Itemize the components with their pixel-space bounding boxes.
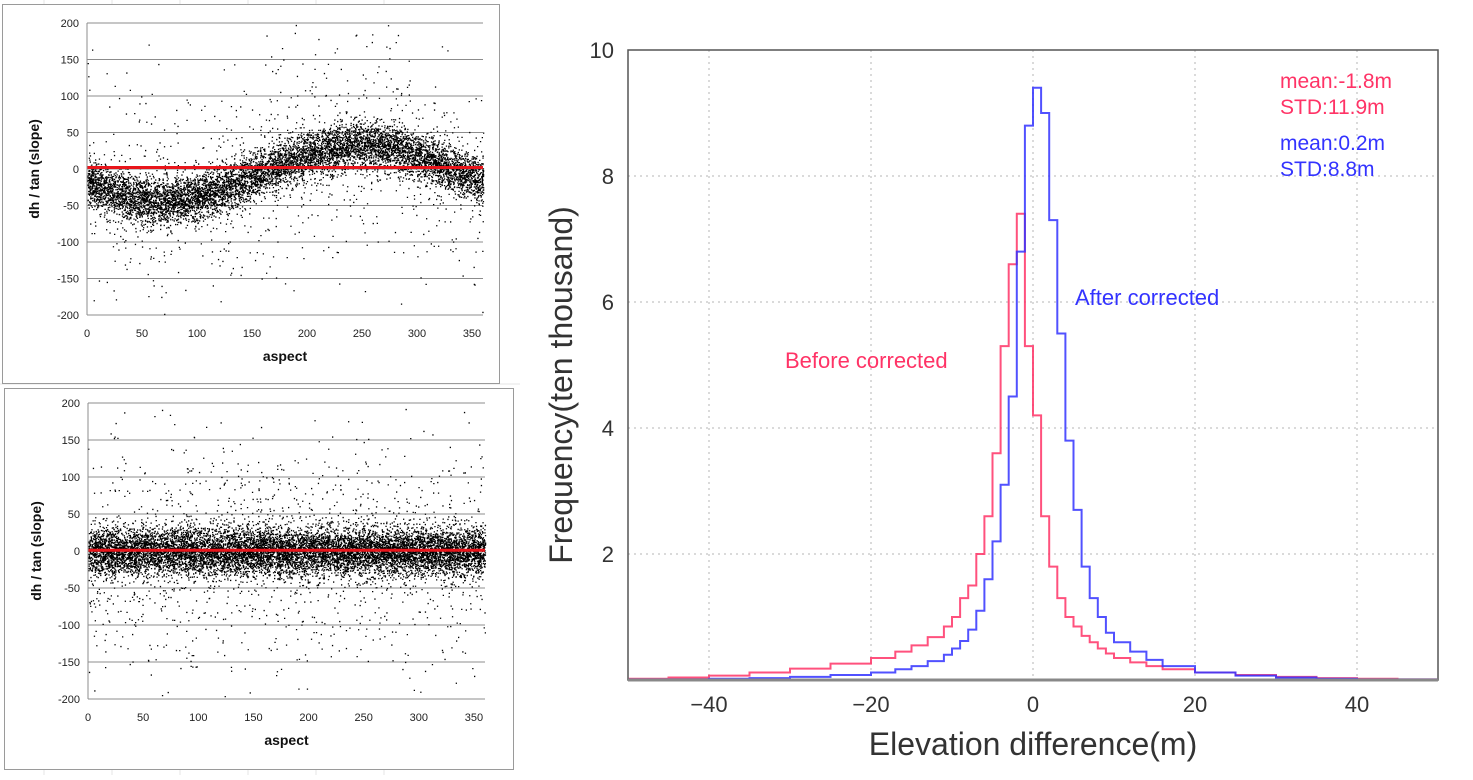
annotation-mean-before: mean:-1.8m	[1280, 70, 1392, 93]
y-tick-labels: 200 150 100 50 0 -50 -100 -150 -200	[57, 18, 79, 322]
x-tick-labels: 0 50 100 150 200 250 300 350	[84, 328, 481, 340]
y-tick-label: 10	[590, 38, 614, 63]
y-tick-label: 200	[62, 398, 80, 410]
x-tick-label: 50	[136, 328, 148, 340]
y-tick-label: 4	[602, 416, 614, 441]
x-tick-label: 350	[463, 328, 481, 340]
x-tick-label: 50	[137, 712, 149, 724]
x-axis-label: aspect	[263, 348, 308, 364]
y-tick-labels: 2 4 6 8 10	[590, 38, 614, 567]
y-tick-label: -100	[58, 620, 80, 632]
x-tick-label: 150	[243, 328, 261, 340]
x-tick-label: 20	[1183, 692, 1207, 717]
y-tick-label: 0	[73, 164, 79, 176]
x-tick-label: 200	[299, 712, 317, 724]
scatter-point-cloud	[87, 24, 485, 316]
x-tick-label: 100	[189, 712, 207, 724]
x-tick-label: 300	[408, 328, 426, 340]
scatter-point-cloud	[88, 408, 487, 698]
series-after-corrected	[628, 86, 1438, 681]
annotation-mean-after: mean:0.2m	[1280, 132, 1385, 155]
x-tick-label: 300	[410, 712, 428, 724]
y-tick-label: -150	[57, 274, 79, 286]
scatter-chart-after: 200 150 100 50 0 -50 -100 -150 -200 0 50 100 150 200…	[4, 388, 514, 770]
scatter-points	[88, 408, 487, 698]
y-tick-label: 50	[67, 128, 79, 140]
x-tick-label: 250	[355, 712, 373, 724]
y-tick-label: -50	[63, 201, 79, 213]
annotation-std-after: STD:8.8m	[1280, 158, 1375, 181]
y-tick-labels: 200 150 100 50 0 -50 -100 -150 -200	[58, 398, 80, 706]
x-tick-label: −40	[690, 692, 727, 717]
x-tick-label: 0	[85, 712, 91, 724]
y-tick-label: 6	[602, 290, 614, 315]
histogram-plot: 2 4 6 8 10 −40 −20 0 20 40 Elevation difference(…	[543, 38, 1439, 762]
y-tick-label: -200	[58, 694, 80, 706]
x-tick-label: 350	[465, 712, 483, 724]
y-tick-label: -150	[58, 657, 80, 669]
x-axis-label: Elevation difference(m)	[869, 726, 1197, 762]
y-tick-label: 150	[61, 55, 79, 67]
series-label-after: After corrected	[1075, 285, 1219, 310]
y-tick-label: 8	[602, 164, 614, 189]
x-tick-label: −20	[852, 692, 889, 717]
histogram-series	[628, 86, 1438, 681]
y-tick-label: 100	[62, 472, 80, 484]
x-tick-label: 100	[188, 328, 206, 340]
y-tick-label: 2	[602, 542, 614, 567]
histogram-chart: 2 4 6 8 10 −40 −20 0 20 40 Elevation difference(…	[530, 0, 1473, 775]
y-axis-label: dh / tan (slope)	[28, 501, 44, 601]
scatter-points	[87, 24, 485, 316]
x-tick-label: 0	[1027, 692, 1039, 717]
x-tick-labels: 0 50 100 150 200 250 300 350	[85, 712, 483, 724]
x-tick-label: 0	[84, 328, 90, 340]
x-tick-label: 150	[244, 712, 262, 724]
x-tick-label: 250	[353, 328, 371, 340]
series-before-corrected	[628, 212, 1438, 681]
x-tick-label: 200	[298, 328, 316, 340]
y-tick-label: 100	[61, 91, 79, 103]
y-tick-label: 200	[61, 18, 79, 30]
y-tick-label: 150	[62, 435, 80, 447]
y-tick-label: 50	[68, 509, 80, 521]
series-label-before: Before corrected	[785, 348, 948, 373]
y-axis-label: Frequency(ten thousand)	[543, 206, 579, 564]
x-axis-label: aspect	[264, 732, 309, 748]
y-tick-label: -100	[57, 237, 79, 249]
x-tick-labels: −40 −20 0 20 40	[690, 692, 1369, 717]
x-tick-label: 40	[1345, 692, 1369, 717]
scatter-chart-before: 200 150 100 50 0 -50 -100 -150 -200 0 50 100 150 200…	[2, 4, 500, 384]
y-tick-label: -50	[64, 583, 80, 595]
annotation-std-before: STD:11.9m	[1280, 96, 1385, 119]
y-tick-label: -200	[57, 310, 79, 322]
y-axis-label: dh / tan (slope)	[26, 119, 42, 219]
y-tick-label: 0	[74, 546, 80, 558]
